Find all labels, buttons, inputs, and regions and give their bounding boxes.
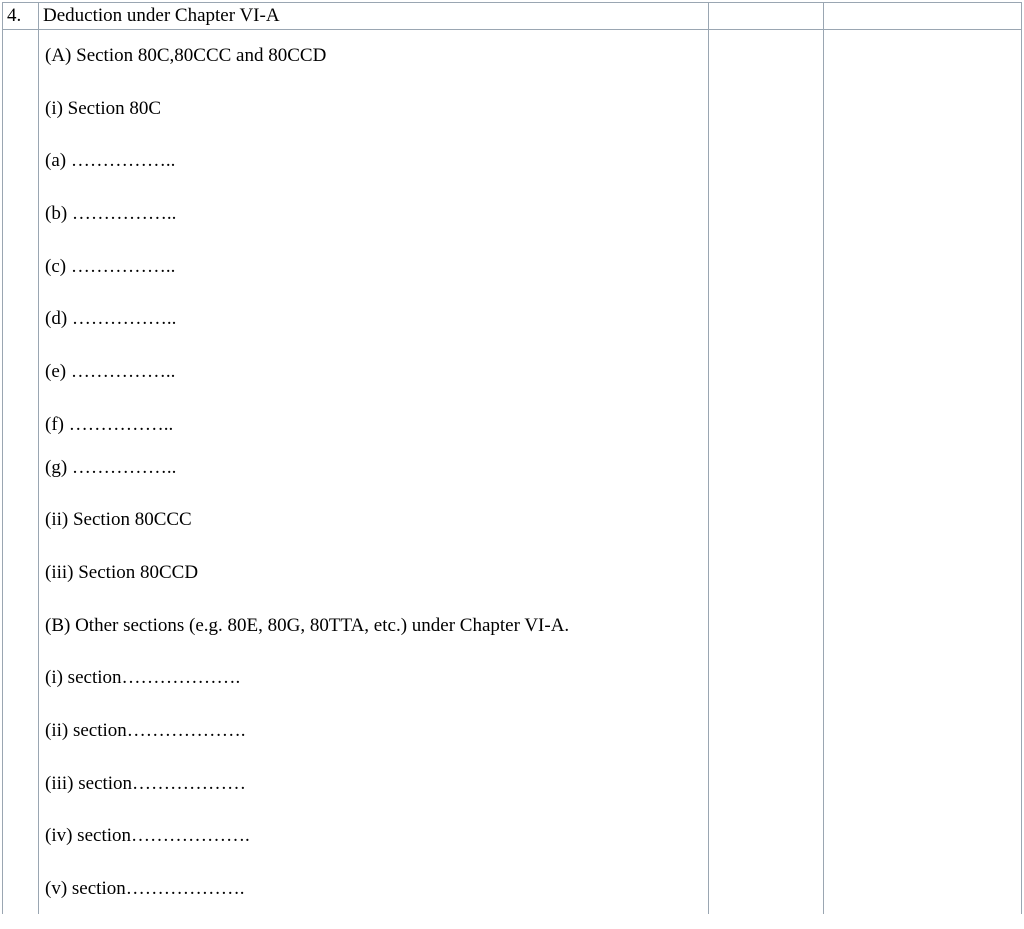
sub-item-d: (d) ……………..	[45, 307, 702, 332]
section-80ccc: (ii) Section 80CCC	[45, 508, 702, 533]
header-row: 4. Deduction under Chapter VI-A	[3, 3, 1022, 30]
other-section-iii: (iii) section………………	[45, 772, 702, 797]
row-title-cell: Deduction under Chapter VI-A	[39, 3, 709, 30]
other-section-iv: (iv) section……………….	[45, 824, 702, 849]
body-amount1-cell	[709, 30, 824, 914]
sub-item-f: (f) ……………..	[45, 413, 702, 438]
header-amount2-cell	[824, 3, 1022, 30]
section-b-heading: (B) Other sections (e.g. 80E, 80G, 80TTA…	[45, 614, 702, 639]
other-section-i: (i) section……………….	[45, 666, 702, 691]
body-amount2-cell	[824, 30, 1022, 914]
sub-item-g: (g) ……………..	[45, 456, 702, 481]
body-row: (A) Section 80C,80CCC and 80CCD (i) Sect…	[3, 30, 1022, 914]
row-title: Deduction under Chapter VI-A	[43, 5, 280, 26]
section-80ccd: (iii) Section 80CCD	[45, 561, 702, 586]
sub-item-e: (e) ……………..	[45, 360, 702, 385]
other-section-v: (v) section……………….	[45, 877, 702, 902]
other-section-ii: (ii) section……………….	[45, 719, 702, 744]
section-a-heading: (A) Section 80C,80CCC and 80CCD	[45, 44, 702, 69]
deduction-table: 4. Deduction under Chapter VI-A (A) Sect…	[2, 2, 1022, 914]
body-number-cell	[3, 30, 39, 914]
section-80c: (i) Section 80C	[45, 97, 702, 122]
row-number: 4.	[7, 5, 21, 26]
row-number-cell: 4.	[3, 3, 39, 30]
form-table-container: 4. Deduction under Chapter VI-A (A) Sect…	[2, 2, 1022, 914]
sub-item-c: (c) ……………..	[45, 255, 702, 280]
sub-item-a: (a) ……………..	[45, 149, 702, 174]
sub-item-b: (b) ……………..	[45, 202, 702, 227]
header-amount1-cell	[709, 3, 824, 30]
body-desc-cell: (A) Section 80C,80CCC and 80CCD (i) Sect…	[39, 30, 709, 914]
